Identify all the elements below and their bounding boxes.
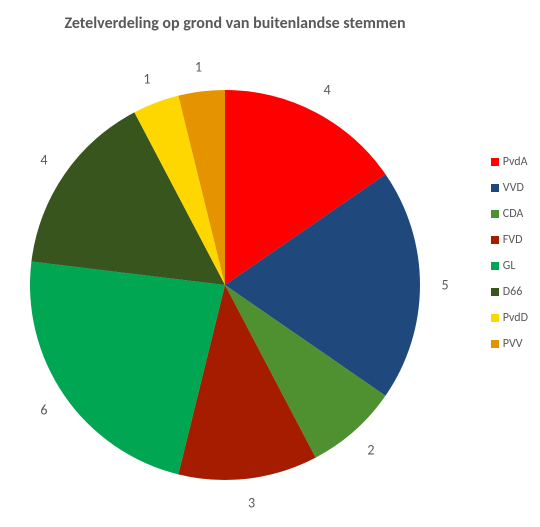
data-label-gl: 6 bbox=[40, 401, 47, 418]
legend-label: CDA bbox=[503, 207, 524, 221]
legend-swatch bbox=[491, 314, 499, 322]
data-label-d66: 4 bbox=[40, 152, 47, 169]
data-label-fvd: 3 bbox=[248, 495, 255, 512]
legend-item-cda: CDA bbox=[491, 207, 528, 221]
data-label-cda: 2 bbox=[367, 441, 374, 458]
pie-chart bbox=[0, 0, 540, 527]
legend-item-pvv: PVV bbox=[491, 337, 528, 351]
legend-item-fvd: FVD bbox=[491, 233, 528, 247]
legend-swatch bbox=[491, 288, 499, 296]
legend-label: GL bbox=[503, 259, 516, 273]
legend-label: PVV bbox=[503, 337, 523, 351]
data-label-pvdd: 1 bbox=[143, 71, 150, 88]
legend-label: PvdA bbox=[503, 155, 528, 169]
legend-swatch bbox=[491, 236, 499, 244]
legend: PvdA VVD CDA FVD GL D66 PvdD PVV bbox=[491, 155, 528, 351]
legend-swatch bbox=[491, 210, 499, 218]
legend-label: FVD bbox=[503, 233, 523, 247]
legend-label: VVD bbox=[503, 181, 524, 195]
legend-item-vvd: VVD bbox=[491, 181, 528, 195]
legend-item-pvda: PvdA bbox=[491, 155, 528, 169]
legend-swatch bbox=[491, 158, 499, 166]
legend-item-pvdd: PvdD bbox=[491, 311, 528, 325]
legend-label: PvdD bbox=[503, 311, 528, 325]
legend-swatch bbox=[491, 184, 499, 192]
data-label-pvv: 1 bbox=[195, 58, 202, 75]
legend-item-d66: D66 bbox=[491, 285, 528, 299]
legend-swatch bbox=[491, 262, 499, 270]
legend-item-gl: GL bbox=[491, 259, 528, 273]
legend-label: D66 bbox=[503, 285, 523, 299]
data-label-vvd: 5 bbox=[441, 277, 448, 294]
legend-swatch bbox=[491, 340, 499, 348]
pie-chart-container: Zetelverdeling op grond van buitenlandse… bbox=[0, 0, 540, 527]
data-label-pvda: 4 bbox=[324, 82, 331, 99]
